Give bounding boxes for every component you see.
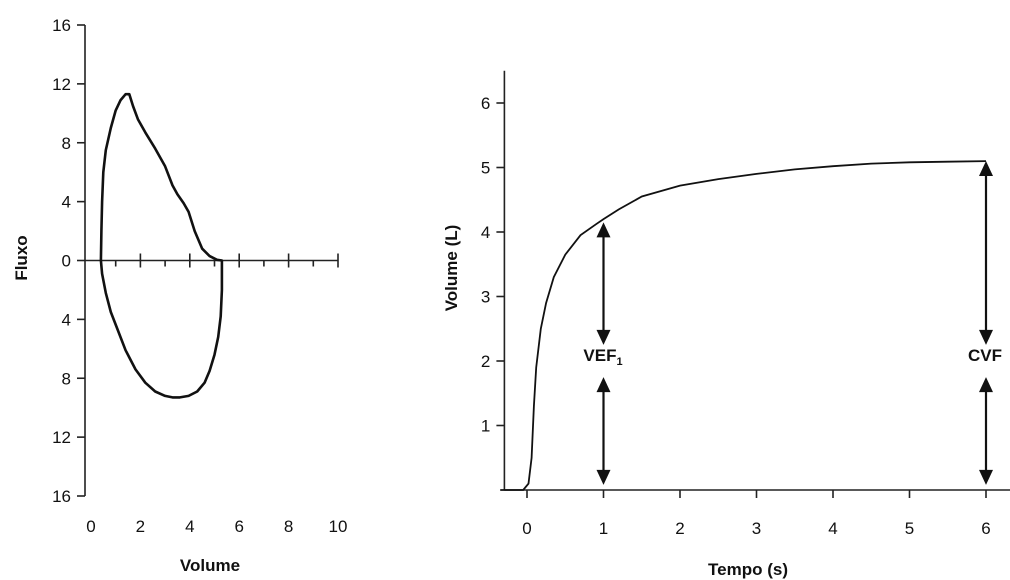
arrow-head-up — [596, 377, 611, 393]
flow-volume-ticks: 16 12 8 4 0 4 8 12 16 0 2 4 6 8 10 — [52, 16, 347, 536]
flow-volume-y-tick-label: 4 — [62, 310, 71, 329]
arrow-head-down — [596, 469, 611, 485]
volume-time-x-tick-label: 0 — [522, 519, 531, 538]
flow-volume-chart: 16 12 8 4 0 4 8 12 16 0 2 4 6 8 10 Volume Fluxo — [12, 16, 347, 575]
flow-volume-y-tick-label: 16 — [52, 487, 71, 506]
volume-time-y-tick-label: 3 — [481, 288, 490, 307]
flow-volume-y-tick-label: 16 — [52, 16, 71, 35]
volume-time-arrows — [596, 161, 993, 485]
flow-volume-y-tick-label: 8 — [62, 134, 71, 153]
volume-time-curve-line — [500, 160, 987, 491]
volume-time-y-axis-title: Volume (L) — [442, 225, 461, 312]
arrow-head-up — [979, 161, 993, 177]
volume-time-x-tick-label: 1 — [599, 519, 608, 538]
volume-time-curve — [500, 160, 987, 491]
flow-volume-x-tick-label: 6 — [234, 517, 243, 536]
flow-volume-loop — [99, 92, 224, 399]
volume-time-y-tick-label: 2 — [481, 352, 490, 371]
volume-time-y-tick-label: 4 — [481, 223, 490, 242]
flow-volume-x-tick-label: 2 — [136, 517, 145, 536]
volume-time-chart: 1 2 3 4 5 6 0 1 2 3 4 5 6 VEF1 CVF Tempo (s) Volume … — [442, 70, 1010, 579]
flow-volume-y-tick-label: 0 — [62, 252, 71, 271]
flow-volume-y-tick-label: 12 — [52, 428, 71, 447]
volume-time-y-tick-label: 6 — [481, 94, 490, 113]
flow-volume-x-tick-label: 10 — [329, 517, 348, 536]
volume-time-x-tick-label: 4 — [828, 519, 837, 538]
flow-volume-x-tick-label: 8 — [284, 517, 293, 536]
volume-time-y-tick-label: 1 — [481, 417, 490, 436]
flow-volume-y-tick-label: 8 — [62, 369, 71, 388]
vef1-annotation: VEF1 — [583, 346, 622, 368]
volume-time-x-tick-label: 6 — [981, 519, 990, 538]
arrow-head-down — [596, 329, 611, 345]
flow-volume-y-tick-label: 12 — [52, 75, 71, 94]
volume-time-x-tick-label: 2 — [675, 519, 684, 538]
arrow-head-up — [979, 377, 993, 393]
volume-time-x-tick-label: 5 — [905, 519, 914, 538]
volume-time-y-tick-label: 5 — [481, 159, 490, 178]
arrow-head-down — [979, 469, 993, 485]
flow-volume-y-tick-label: 4 — [62, 193, 71, 212]
volume-time-axes — [503, 70, 1010, 491]
flow-volume-x-axis-title: Volume — [180, 556, 240, 575]
arrow-head-down — [979, 329, 993, 345]
cvf-annotation: CVF — [968, 346, 1002, 365]
volume-time-x-axis-title: Tempo (s) — [708, 560, 788, 579]
volume-time-x-tick-label: 3 — [752, 519, 761, 538]
arrow-head-up — [596, 222, 611, 238]
flow-volume-x-tick-label: 0 — [86, 517, 95, 536]
flow-volume-loop-line — [99, 92, 224, 399]
volume-time-ticks: 1 2 3 4 5 6 0 1 2 3 4 5 6 — [481, 94, 991, 538]
flow-volume-y-axis-title: Fluxo — [12, 235, 31, 280]
flow-volume-x-tick-label: 4 — [185, 517, 194, 536]
